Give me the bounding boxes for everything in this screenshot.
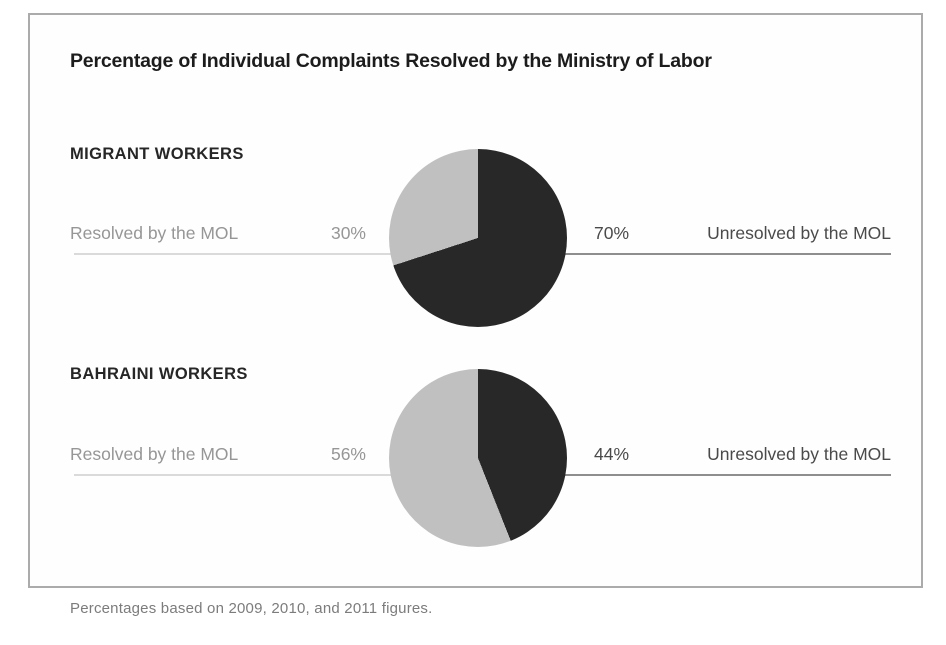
figure-footnote: Percentages based on 2009, 2010, and 201… — [70, 600, 433, 617]
unresolved-label-row-migrant: 70% Unresolved by the MOL — [594, 223, 891, 244]
resolved-label-bahraini: Resolved by the MOL — [70, 444, 239, 464]
resolved-percentage-bahraini: 56% — [330, 444, 366, 464]
resolved-leader-line-bahraini — [74, 474, 480, 476]
migrant-workers-pie-chart — [389, 149, 567, 327]
unresolved-percentage-migrant: 70% — [594, 223, 630, 243]
unresolved-label-migrant: Unresolved by the MOL — [707, 223, 891, 243]
section-title-migrant-workers: MIGRANT WORKERS — [70, 145, 244, 163]
unresolved-label-row-bahraini: 44% Unresolved by the MOL — [594, 444, 891, 465]
resolved-leader-line-migrant — [74, 253, 480, 255]
unresolved-leader-line-bahraini — [480, 474, 891, 476]
section-title-bahraini-workers: BAHRAINI WORKERS — [70, 365, 248, 383]
unresolved-percentage-bahraini: 44% — [594, 444, 630, 464]
unresolved-label-bahraini: Unresolved by the MOL — [707, 444, 891, 464]
resolved-percentage-migrant: 30% — [330, 223, 366, 243]
figure-title: Percentage of Individual Complaints Reso… — [70, 50, 712, 72]
resolved-label-row-migrant: Resolved by the MOL 30% — [70, 223, 366, 244]
resolved-label-migrant: Resolved by the MOL — [70, 223, 239, 243]
bahraini-workers-pie-chart — [389, 369, 567, 547]
unresolved-leader-line-migrant — [480, 253, 891, 255]
resolved-label-row-bahraini: Resolved by the MOL 56% — [70, 444, 366, 465]
